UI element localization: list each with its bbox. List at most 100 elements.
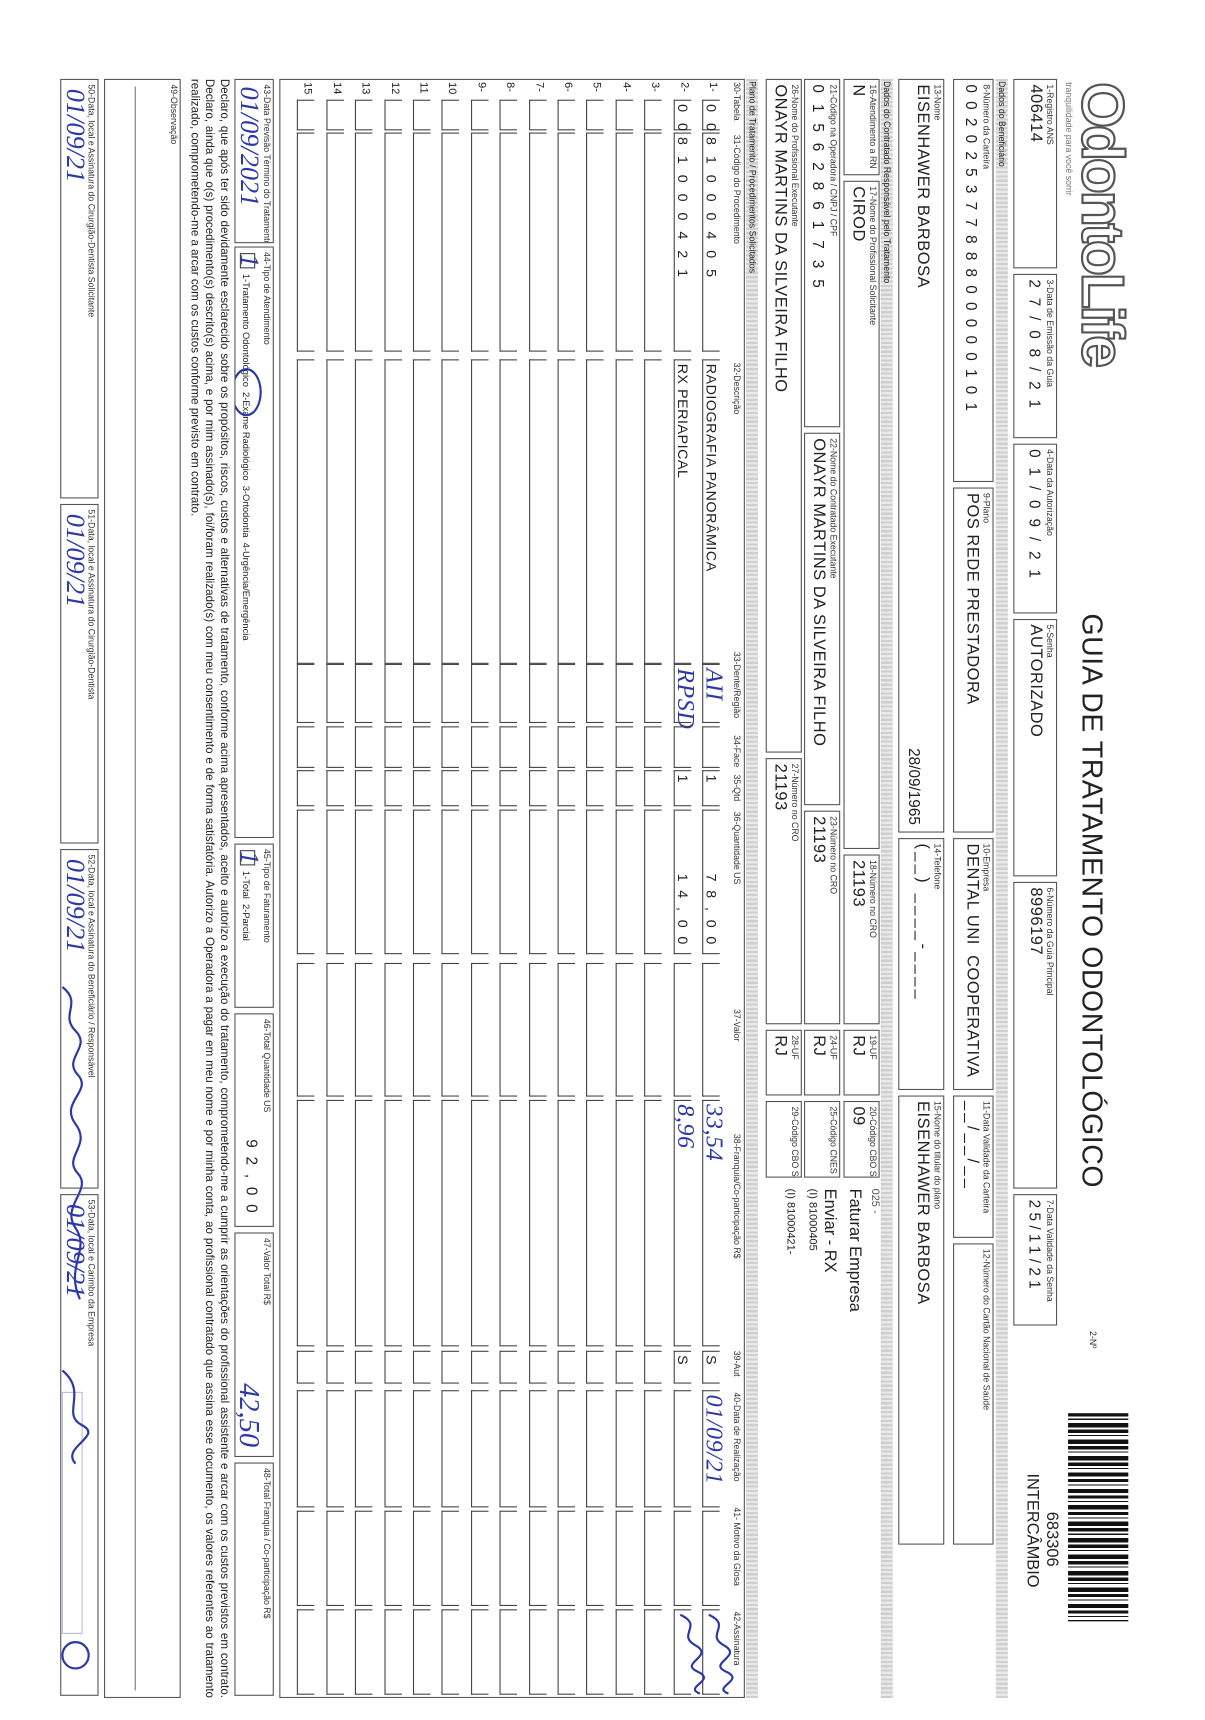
table-cell-qtd-us[interactable] (528, 809, 547, 955)
table-cell-valor[interactable] (499, 962, 518, 1097)
senha-field[interactable]: 5-Senha AUTORIZADO (1013, 618, 1058, 877)
data-emissao-field[interactable]: 3-Data de Emissão da Guia 27/08/21 (1013, 273, 1058, 439)
table-cell-data[interactable] (615, 1390, 633, 1508)
table-cell-face[interactable] (470, 726, 489, 768)
cnes-field[interactable]: 25-Código CNES (804, 1100, 841, 1178)
table-cell-franquia[interactable] (412, 1099, 431, 1347)
table-cell-aut[interactable] (528, 1350, 547, 1384)
table-cell-assinatura[interactable] (326, 1609, 344, 1695)
table-cell-qtd[interactable] (470, 770, 489, 807)
table-cell-qtd-us[interactable] (297, 809, 315, 955)
table-cell-valor[interactable] (528, 962, 547, 1097)
table-cell-assinatura[interactable] (673, 1609, 705, 1695)
table-cell-tabela[interactable] (528, 99, 547, 131)
table-cell-qtd[interactable]: 1 (702, 770, 720, 807)
table-cell-tabela[interactable]: 00 (673, 99, 691, 142)
table-cell-codigo[interactable] (586, 132, 605, 352)
cro-solicitante-field[interactable]: 18-Número no CRO 21193 (843, 854, 880, 1025)
table-cell-dente[interactable]: AII (701, 663, 728, 724)
table-cell-dente[interactable] (499, 663, 518, 724)
observacao-field[interactable]: 49-Observação (104, 78, 181, 1699)
table-cell-franquia[interactable] (644, 1099, 662, 1347)
table-cell-franquia[interactable] (326, 1099, 344, 1347)
table-cell-tabela[interactable] (384, 99, 402, 131)
table-cell-valor[interactable] (412, 962, 431, 1097)
table-cell-franquia[interactable] (297, 1099, 315, 1347)
table-cell-dente[interactable] (355, 663, 373, 724)
table-cell-descricao[interactable] (326, 359, 344, 664)
cro-executante-field[interactable]: 27-Número no CRO 21193 (765, 758, 802, 1025)
total-franquia-field[interactable]: 48-Total Franquia / Co-participação R$ (234, 1462, 274, 1696)
table-cell-dente[interactable] (412, 663, 431, 724)
table-cell-glosa[interactable] (673, 1510, 691, 1607)
table-cell-dente[interactable] (615, 663, 633, 724)
table-cell-valor[interactable] (702, 962, 720, 1097)
table-cell-face[interactable] (499, 726, 518, 768)
table-cell-tabela[interactable] (557, 99, 576, 131)
table-cell-qtd[interactable] (384, 770, 402, 807)
table-cell-qtd-us[interactable] (326, 809, 344, 955)
table-cell-qtd-us[interactable] (499, 809, 518, 955)
assinatura-solicitante-field[interactable]: 50-Data, local e Assinatura do Cirurgião… (60, 78, 99, 499)
previsao-termino-field[interactable]: 43-Data Previsão Término do Tratamento 0… (234, 78, 274, 244)
table-cell-data[interactable] (557, 1390, 576, 1508)
table-cell-dente[interactable] (470, 663, 489, 724)
table-cell-glosa[interactable] (384, 1510, 402, 1607)
table-cell-tabela[interactable]: 00 (702, 99, 720, 142)
table-cell-valor[interactable] (557, 962, 576, 1097)
cro-contratado-field[interactable]: 23-Número no CRO 21193 (804, 810, 841, 1025)
carimbo-empresa-field[interactable]: 53-Data, local e Carimbo da Empresa 01/0… (60, 1194, 99, 1696)
table-cell-assinatura[interactable] (644, 1609, 662, 1695)
table-cell-tabela[interactable] (297, 99, 315, 131)
table-cell-dente[interactable] (557, 663, 576, 724)
uf-solicitante-field[interactable]: 19-UF RJ (843, 1029, 880, 1096)
table-cell-qtd[interactable] (412, 770, 431, 807)
table-cell-dente[interactable] (528, 663, 547, 724)
plano-field[interactable]: 9-Plano POS REDE PRESTADORA (953, 487, 994, 833)
table-cell-franquia[interactable] (355, 1099, 373, 1347)
table-cell-codigo[interactable] (297, 132, 315, 352)
table-cell-qtd[interactable] (326, 770, 344, 807)
table-cell-qtd[interactable] (644, 770, 662, 807)
table-cell-franquia[interactable] (384, 1099, 402, 1347)
table-cell-face[interactable] (586, 726, 605, 768)
table-cell-descricao[interactable] (644, 359, 662, 664)
table-cell-assinatura[interactable] (384, 1609, 402, 1695)
table-cell-codigo[interactable] (384, 132, 402, 352)
table-cell-data[interactable] (355, 1390, 373, 1508)
table-cell-codigo[interactable] (528, 132, 547, 352)
table-cell-data[interactable] (441, 1390, 460, 1508)
table-cell-qtd-us[interactable] (412, 809, 431, 955)
table-cell-franquia[interactable]: 8,96 (672, 1099, 700, 1347)
table-cell-glosa[interactable] (499, 1510, 518, 1607)
table-cell-descricao[interactable] (441, 359, 460, 664)
table-cell-assinatura[interactable] (297, 1609, 315, 1695)
cbo-executante-field[interactable]: 29-Código CBO S (765, 1100, 802, 1178)
nome-field[interactable]: 13-Nome EISENHAWER BARBOSA 28/09/1965 (898, 78, 945, 833)
table-cell-face[interactable] (702, 726, 720, 768)
table-cell-data[interactable] (384, 1390, 402, 1508)
tipo-faturamento-field[interactable]: 45-Tipo de Faturamento 1-Total 2-Parcial… (234, 843, 274, 1008)
uf-executante-field[interactable]: 28-UF RJ (765, 1029, 802, 1096)
registro-ans-field[interactable]: 1-Registro ANS 406414 (1013, 78, 1058, 269)
table-cell-aut[interactable]: S (702, 1350, 720, 1384)
table-cell-codigo[interactable]: 81000405 (702, 132, 720, 352)
table-cell-qtd[interactable] (355, 770, 373, 807)
table-cell-aut[interactable] (297, 1350, 315, 1384)
table-cell-valor[interactable] (297, 962, 315, 1097)
table-cell-qtd-us[interactable] (384, 809, 402, 955)
table-cell-assinatura[interactable] (702, 1609, 734, 1695)
table-cell-valor[interactable] (615, 962, 633, 1097)
table-cell-glosa[interactable] (615, 1510, 633, 1607)
table-cell-franquia[interactable] (586, 1099, 605, 1347)
table-cell-descricao[interactable] (557, 359, 576, 664)
table-cell-assinatura[interactable] (615, 1609, 633, 1695)
data-autorizacao-field[interactable]: 4-Data da Autorização 01/09/21 (1013, 443, 1058, 614)
table-cell-data[interactable] (528, 1390, 547, 1508)
table-cell-assinatura[interactable] (499, 1609, 518, 1695)
table-cell-glosa[interactable] (557, 1510, 576, 1607)
table-cell-tabela[interactable] (412, 99, 431, 131)
table-cell-codigo[interactable] (499, 132, 518, 352)
table-cell-aut[interactable] (441, 1350, 460, 1384)
table-cell-data[interactable] (297, 1390, 315, 1508)
